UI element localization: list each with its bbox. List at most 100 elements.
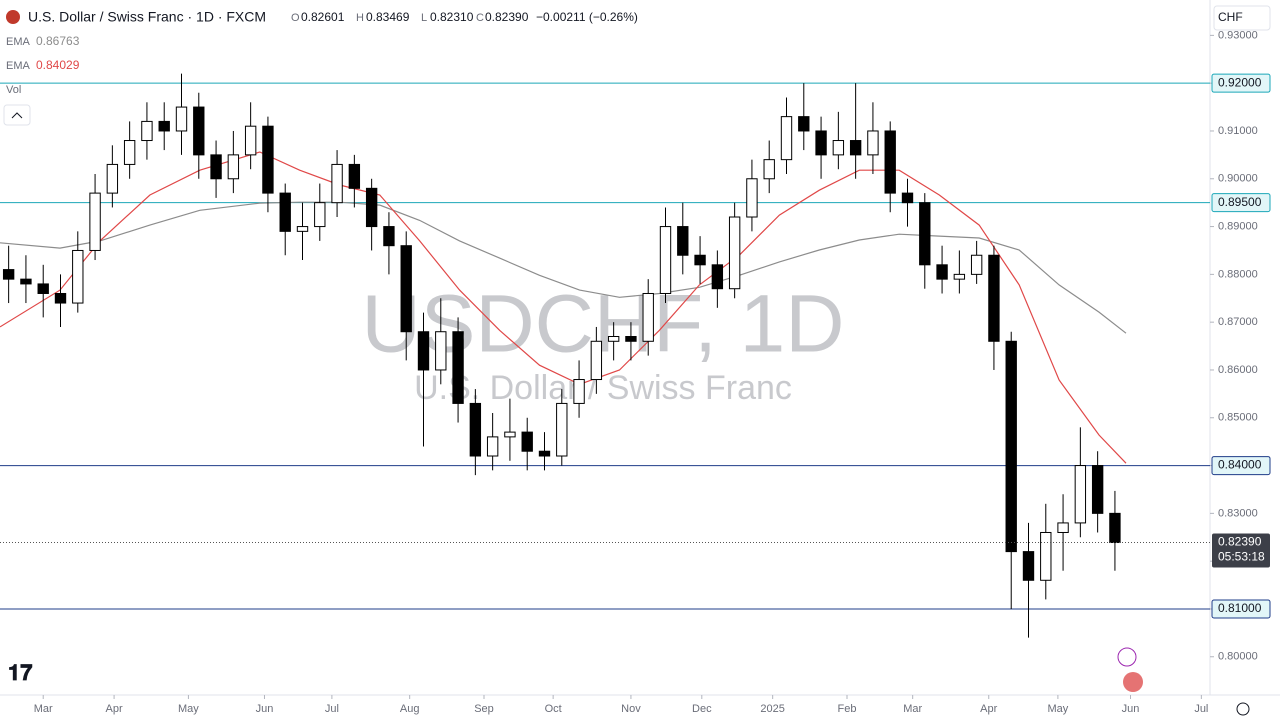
x-tick-label: Jun bbox=[1122, 703, 1140, 715]
ohlc-h-label: H bbox=[356, 12, 364, 24]
level-tag bbox=[1211, 456, 1271, 476]
candle-body bbox=[538, 450, 551, 457]
level-label: 0.89500 bbox=[1218, 195, 1262, 209]
candle-body bbox=[20, 278, 32, 285]
candle-body bbox=[452, 331, 464, 404]
candle-body bbox=[89, 192, 101, 251]
ohlc-c: 0.82390 bbox=[485, 10, 529, 24]
candle-body bbox=[296, 226, 309, 232]
candle-body bbox=[400, 245, 412, 333]
candle-body bbox=[314, 202, 326, 228]
candle-body bbox=[210, 154, 222, 180]
x-tick-label: Jun bbox=[256, 703, 274, 715]
candle-body bbox=[469, 402, 482, 457]
event-icon[interactable] bbox=[1117, 647, 1137, 667]
candle-body bbox=[780, 116, 793, 161]
candle-body bbox=[832, 140, 845, 156]
level-label: 0.81000 bbox=[1218, 601, 1262, 615]
x-tick-label: Jul bbox=[325, 703, 339, 715]
candle-body bbox=[711, 264, 724, 290]
level-tag bbox=[1211, 599, 1271, 619]
level-label: 0.84000 bbox=[1218, 458, 1262, 472]
ema-value: 0.84029 bbox=[36, 58, 80, 72]
x-tick-label: May bbox=[1047, 703, 1068, 715]
candle-body bbox=[1109, 512, 1121, 544]
y-tick-label: 0.91000 bbox=[1218, 125, 1258, 137]
candle-body bbox=[158, 120, 170, 132]
candle-body bbox=[141, 120, 153, 142]
candle-body bbox=[815, 130, 827, 156]
candle-body bbox=[849, 140, 862, 156]
candle-body bbox=[953, 273, 966, 280]
candle-body bbox=[123, 140, 136, 165]
candle-body bbox=[659, 226, 672, 294]
currency-button[interactable] bbox=[1213, 5, 1271, 31]
candle-body bbox=[175, 106, 188, 132]
level-label: 0.92000 bbox=[1218, 75, 1262, 89]
candle-body bbox=[970, 254, 983, 275]
x-tick-label: Feb bbox=[838, 703, 857, 715]
x-tick-label: Sep bbox=[474, 703, 494, 715]
candle-body bbox=[590, 340, 603, 381]
x-tick-label: Dec bbox=[692, 703, 712, 715]
x-tick-label: Oct bbox=[545, 703, 562, 715]
y-tick-label: 0.86000 bbox=[1218, 364, 1258, 376]
candle-body bbox=[556, 402, 568, 457]
candle-body bbox=[1022, 551, 1035, 581]
candle-body bbox=[919, 202, 931, 266]
candle-body bbox=[642, 292, 654, 342]
ema-line bbox=[0, 201, 1127, 334]
candle-body bbox=[331, 163, 343, 204]
symbol-title: U.S. Dollar / Swiss Franc · 1D · FXCM bbox=[28, 9, 266, 25]
candle-body bbox=[1040, 531, 1052, 581]
plot: 0.800000.810000.820000.830000.840000.850… bbox=[0, 29, 1271, 715]
candle-body bbox=[901, 192, 914, 204]
x-tick-label: 2025 bbox=[760, 703, 784, 715]
candle-body bbox=[607, 336, 620, 342]
candle-body bbox=[728, 216, 741, 290]
candle-body bbox=[573, 379, 585, 404]
last-price-tag bbox=[1212, 533, 1270, 568]
candle-body bbox=[988, 254, 1000, 342]
ema-name: EMA bbox=[6, 36, 31, 48]
x-tick-label: Apr bbox=[106, 703, 123, 715]
logo: 𝟏𝟕 bbox=[8, 660, 33, 685]
ohlc-l-label: L bbox=[421, 12, 427, 24]
candle-body bbox=[1074, 465, 1087, 524]
ema-name: EMA bbox=[6, 60, 31, 72]
candle-body bbox=[1057, 522, 1069, 533]
candle-body bbox=[694, 254, 706, 266]
settings-icon[interactable] bbox=[1236, 702, 1250, 716]
last-price-label: 0.82390 bbox=[1218, 535, 1262, 549]
candle-body bbox=[884, 130, 896, 194]
watermark-subtitle: U.S. Dollar / Swiss Franc bbox=[414, 369, 792, 407]
ema-value: 0.86763 bbox=[36, 34, 80, 48]
candle-body bbox=[486, 436, 499, 457]
y-tick-label: 0.80000 bbox=[1218, 651, 1258, 663]
candle-body bbox=[677, 226, 689, 256]
collapse-icon bbox=[11, 112, 23, 119]
candle-body bbox=[1005, 340, 1017, 553]
y-tick-label: 0.85000 bbox=[1218, 412, 1258, 424]
level-tag bbox=[1211, 193, 1271, 213]
ohlc-o: 0.82601 bbox=[301, 10, 345, 24]
vol-label: Vol bbox=[6, 84, 21, 96]
watermark: USDCHF, 1D bbox=[362, 279, 845, 370]
event-flag[interactable] bbox=[1123, 672, 1143, 692]
candle-body bbox=[746, 178, 758, 218]
collapse-button[interactable] bbox=[3, 104, 31, 126]
candle-body bbox=[798, 116, 810, 132]
flag-icon bbox=[6, 10, 20, 24]
ohlc-l: 0.82310 bbox=[430, 10, 474, 24]
candle-body bbox=[435, 331, 447, 371]
candle-body bbox=[193, 106, 205, 156]
ohlc-h: 0.83469 bbox=[366, 10, 410, 24]
overlay: U.S. Dollar / Swiss Franc · 1D · FXCM O … bbox=[3, 5, 1271, 716]
y-tick-label: 0.83000 bbox=[1218, 507, 1258, 519]
candle-body bbox=[365, 187, 378, 228]
countdown: 05:53:18 bbox=[1218, 550, 1265, 564]
currency: CHF bbox=[1218, 10, 1243, 24]
x-tick-label: May bbox=[178, 703, 199, 715]
